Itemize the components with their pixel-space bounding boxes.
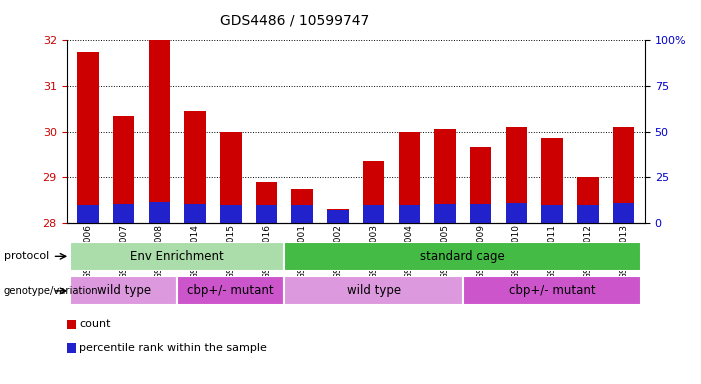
Bar	[470, 147, 491, 223]
Bar	[285, 242, 641, 271]
Bar	[70, 242, 285, 271]
Bar	[220, 132, 242, 223]
Bar	[399, 205, 420, 223]
Bar	[177, 276, 285, 305]
Bar	[541, 138, 563, 223]
Text: wild type: wild type	[97, 285, 151, 297]
Bar	[435, 204, 456, 223]
Bar	[256, 182, 277, 223]
Bar	[505, 203, 527, 223]
Text: GDS4486 / 10599747: GDS4486 / 10599747	[220, 13, 369, 27]
Bar	[577, 177, 599, 223]
Bar	[327, 210, 348, 223]
Bar	[149, 40, 170, 223]
Bar	[70, 276, 177, 305]
Bar	[470, 204, 491, 223]
Text: Env Enrichment: Env Enrichment	[130, 250, 224, 263]
Text: protocol: protocol	[4, 251, 49, 262]
Bar	[149, 202, 170, 223]
Bar	[113, 116, 135, 223]
Bar	[327, 209, 348, 223]
Bar	[435, 129, 456, 223]
Bar	[285, 276, 463, 305]
Bar	[220, 205, 242, 223]
Bar	[184, 111, 206, 223]
Bar	[613, 203, 634, 223]
Bar	[505, 127, 527, 223]
Text: wild type: wild type	[346, 285, 401, 297]
Bar	[77, 205, 99, 223]
Bar	[463, 276, 641, 305]
Bar	[292, 205, 313, 223]
Text: cbp+/- mutant: cbp+/- mutant	[509, 285, 595, 297]
Bar	[256, 205, 277, 223]
Text: genotype/variation: genotype/variation	[4, 286, 98, 296]
Bar	[399, 132, 420, 223]
Bar	[363, 205, 384, 223]
Bar	[77, 52, 99, 223]
Bar	[577, 205, 599, 223]
Bar	[613, 127, 634, 223]
Text: standard cage: standard cage	[421, 250, 505, 263]
Bar	[363, 161, 384, 223]
Text: cbp+/- mutant: cbp+/- mutant	[187, 285, 274, 297]
Bar	[184, 204, 206, 223]
Text: percentile rank within the sample: percentile rank within the sample	[79, 343, 267, 353]
Bar	[541, 205, 563, 223]
Bar	[113, 204, 135, 223]
Text: count: count	[79, 319, 111, 329]
Bar	[292, 189, 313, 223]
